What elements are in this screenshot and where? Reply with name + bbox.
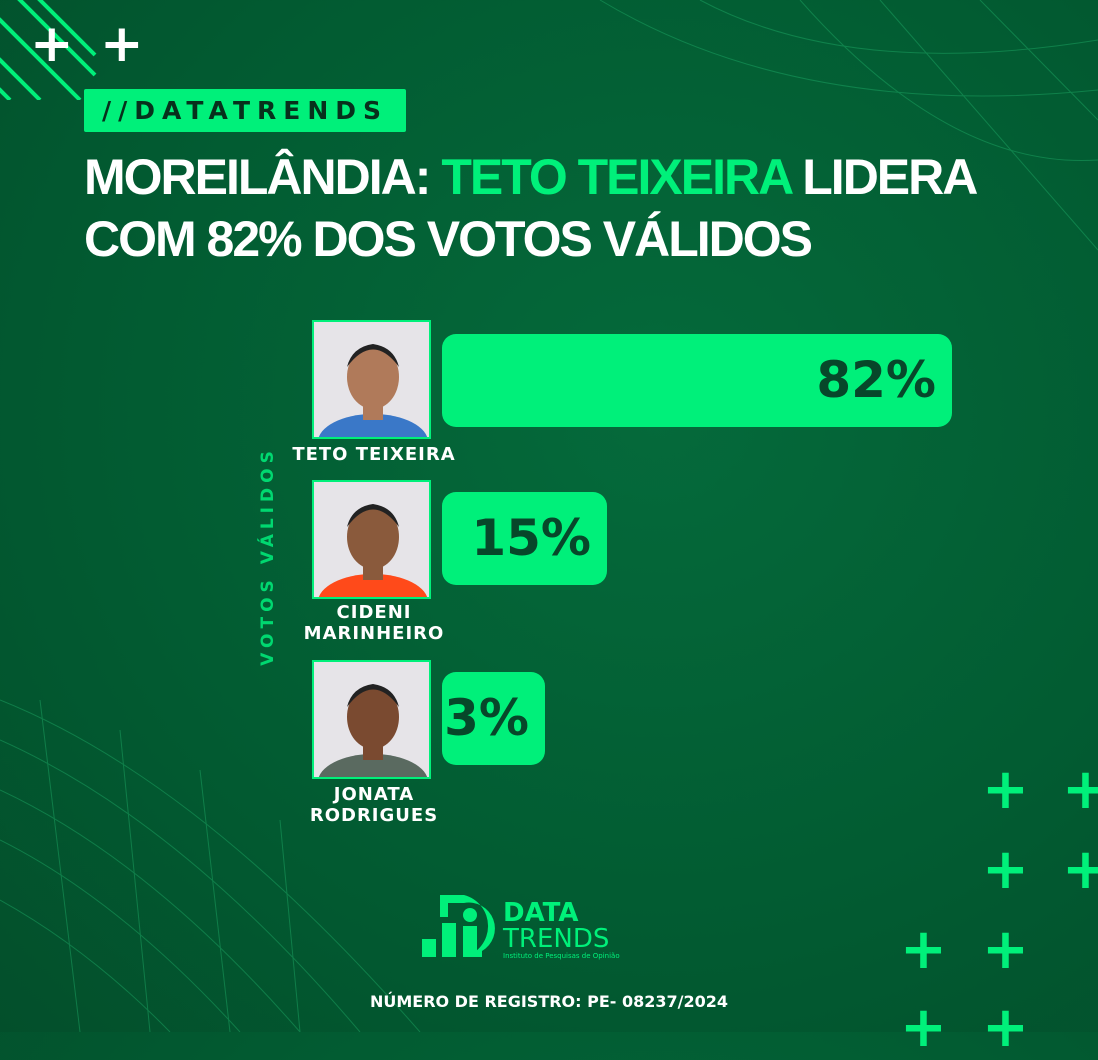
- page-title: MOREILÂNDIA: TETO TEIXEIRA LIDERA COM 82…: [84, 149, 977, 267]
- candidate-photo: [312, 480, 431, 599]
- registration-number: NÚMERO DE REGISTRO: PE- 08237/2024: [369, 992, 729, 1011]
- data-label: 3%: [444, 689, 529, 747]
- plus-icon: +: [30, 14, 74, 74]
- data-label: 15%: [471, 509, 591, 567]
- plus-icon: +: [900, 917, 947, 982]
- bar: 3%: [442, 672, 545, 765]
- candidate-name: JONATA RODRIGUES: [309, 784, 439, 826]
- data-label: 82%: [816, 351, 936, 409]
- plus-icon: +: [1062, 757, 1098, 822]
- plus-icon: +: [982, 757, 1029, 822]
- candidate-name: TETO TEIXEIRA: [292, 444, 456, 465]
- candidate-photo: [312, 660, 431, 779]
- logo-text: DATA TRENDS Instituto de Pesquisas de Op…: [503, 898, 620, 960]
- plus-icon: +: [100, 14, 144, 74]
- brand-tag: //DATATRENDS: [84, 89, 406, 132]
- bar: 82%: [442, 334, 952, 427]
- diagonal-stripes-decoration: [0, 0, 97, 100]
- candidate-photo: [312, 320, 431, 439]
- datatrends-logo-icon: [422, 895, 495, 957]
- plus-icon: +: [1062, 837, 1098, 902]
- plus-icon: +: [982, 837, 1029, 902]
- grid-mesh-decoration: [0, 0, 1098, 1032]
- plus-icon: +: [982, 917, 1029, 982]
- bar: 15%: [442, 492, 607, 585]
- candidate-name: CIDENI MARINHEIRO: [303, 602, 445, 644]
